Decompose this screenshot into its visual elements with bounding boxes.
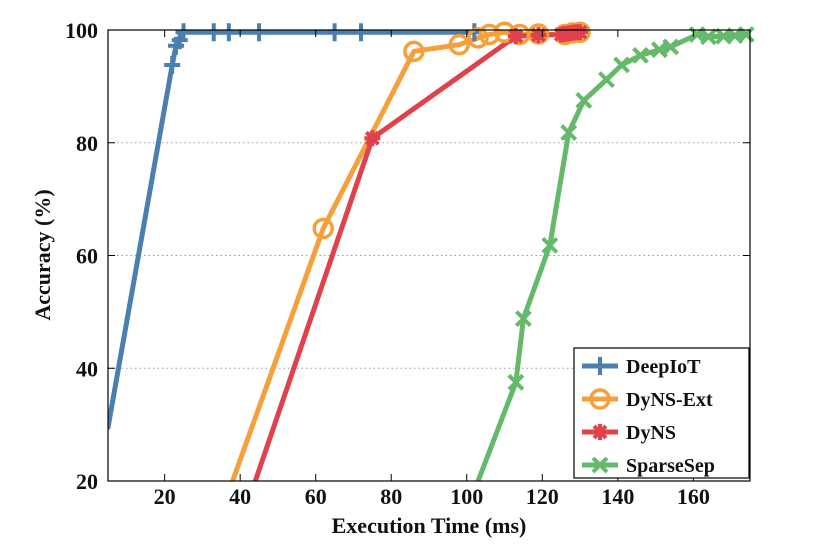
legend-label-dyns: DyNS xyxy=(626,422,676,444)
legend-label-dyns-ext: DyNS-Ext xyxy=(626,389,713,411)
dyns-ext-marker xyxy=(478,23,501,46)
sparsesep-marker xyxy=(575,92,593,109)
grid-lines xyxy=(108,142,750,369)
sparsesep-marker xyxy=(598,71,615,89)
sparsesep-marker xyxy=(632,46,649,64)
deepiot-marker xyxy=(175,23,192,42)
dyns-ext-marker xyxy=(467,27,489,49)
x-tick-label: 160 xyxy=(677,484,710,509)
deepiot-marker xyxy=(220,23,237,42)
dyns-ext-line xyxy=(230,30,583,481)
x-axis-title: Execution Time (ms) xyxy=(332,513,527,538)
sparsesep-marker xyxy=(662,38,680,56)
y-tick-label: 40 xyxy=(76,356,98,381)
legend: DeepIoT DyNS-Ext DyNS SparseSep xyxy=(573,347,750,479)
axis-ticks: 20 40 60 80 100 20 40 60 80 100 120 140 160 xyxy=(65,18,750,509)
dyns-ext-marker xyxy=(448,33,470,56)
x-tick-label: 80 xyxy=(380,484,402,509)
deepiot-marker xyxy=(205,23,222,42)
sparsesep-marker xyxy=(507,373,525,391)
x-tick-label: 40 xyxy=(229,484,251,509)
legend-label-sparsesep: SparseSep xyxy=(626,455,715,477)
legend-marker-sparsesep xyxy=(591,456,609,474)
legend-box xyxy=(573,347,750,479)
deepiot-marker xyxy=(251,23,268,42)
legend-marker-dyns xyxy=(592,424,608,440)
sparsesep-marker xyxy=(541,236,559,254)
dyns-marker xyxy=(572,24,589,41)
x-tick-label: 20 xyxy=(154,484,176,509)
sparsesep-line xyxy=(475,32,749,481)
deepiot-marker xyxy=(164,55,181,74)
x-tick-label: 140 xyxy=(601,484,634,509)
y-tick-label: 100 xyxy=(65,18,98,43)
deepiot-marker xyxy=(353,23,370,42)
dyns-ext-marker xyxy=(312,217,335,240)
sparsesep-marker xyxy=(650,41,668,59)
x-tick-label: 60 xyxy=(305,484,327,509)
legend-label-deepiot: DeepIoT xyxy=(626,356,701,378)
y-axis-title: Accuracy (%) xyxy=(30,189,55,320)
y-tick-label: 20 xyxy=(76,469,98,494)
legend-marker-deepiot xyxy=(592,357,608,375)
y-tick-label: 60 xyxy=(76,244,98,269)
dyns-marker xyxy=(364,130,381,147)
dyns-ext-marker xyxy=(403,40,425,63)
legend-marker-dyns-ext xyxy=(589,388,611,410)
sparsesep-marker xyxy=(514,310,532,328)
sparsesep-marker xyxy=(700,28,717,46)
sparsesep-marker xyxy=(613,56,631,74)
dyns-marker xyxy=(507,28,524,45)
sparsesep-marker xyxy=(560,124,578,142)
deepiot-marker xyxy=(326,23,343,42)
dyns-line xyxy=(252,30,583,481)
x-tick-label: 120 xyxy=(526,484,559,509)
x-tick-label: 100 xyxy=(450,484,483,509)
y-tick-label: 80 xyxy=(76,131,98,156)
